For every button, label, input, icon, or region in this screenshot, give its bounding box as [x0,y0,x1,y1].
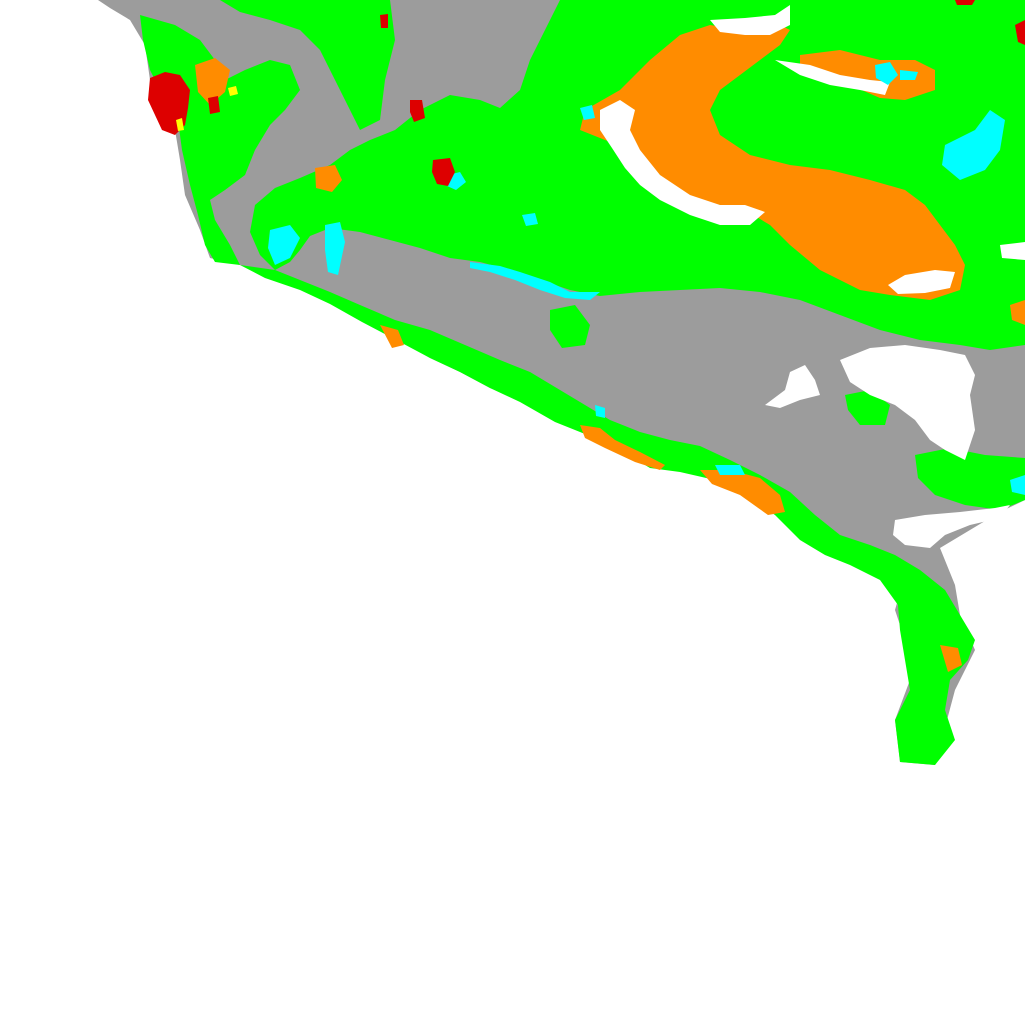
red-patch-northeast-corner [955,0,975,5]
red-patch-inland-1 [432,158,455,186]
cyan-patch-inland-2 [522,213,538,226]
cyan-patch-northeast-2 [900,70,918,80]
cyan-river-edge [470,262,600,300]
orange-east-edge [1010,300,1025,325]
orange-patch-northwest [195,58,230,105]
white-lake-large [840,345,975,460]
white-lake-small [765,365,820,408]
white-patch-east-streak [775,60,890,95]
orange-east-lobe [800,50,935,100]
cyan-patch-north-small [580,105,595,120]
white-patch-edge-east [1000,242,1025,260]
cyan-coastal-2 [325,222,345,275]
green-inland-lowland [915,448,1025,510]
cyan-coastal-3 [715,465,745,475]
green-northern-belt [220,0,395,130]
cyan-patch-northeast [875,62,898,85]
yellow-patch-northwest [228,86,238,96]
orange-coastal-strip-3 [380,325,404,348]
yellow-patch-coast [176,118,184,131]
orange-large-region [580,20,965,300]
orange-coastal-strip-1 [580,425,665,470]
red-patch-inland-2 [410,100,425,122]
orange-patch-inland [315,165,342,192]
green-coastal-band [240,265,975,765]
cyan-patch-east-edge [942,110,1005,180]
orange-coastal-strip-2 [700,470,785,515]
orange-southern-patch [940,645,962,672]
green-patch-east [845,390,890,425]
cyan-coastal-4 [595,405,605,418]
white-patch-crescent [600,100,765,225]
cyan-patch-east-small [1010,475,1025,495]
white-patch-southeast [888,270,955,294]
cyan-coastal-1 [268,225,300,265]
white-patch-north-streak [710,5,790,35]
red-patch-west-inland [208,96,220,114]
green-patch-south-inland [550,305,590,348]
red-patch-east-edge [1015,20,1025,45]
white-lake-south [893,505,1010,548]
red-patch-north [380,14,388,28]
